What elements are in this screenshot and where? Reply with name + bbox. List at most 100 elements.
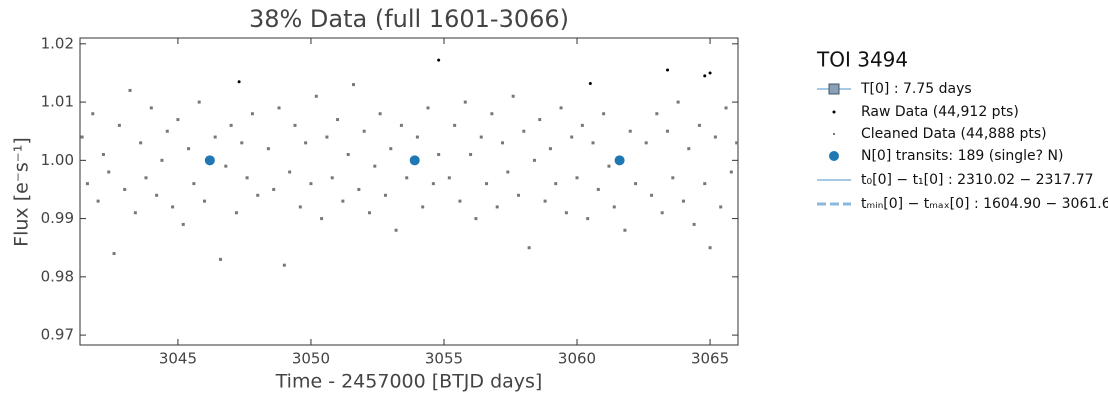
data-point xyxy=(708,246,712,250)
data-point xyxy=(85,182,89,186)
data-point xyxy=(192,182,196,186)
data-point xyxy=(522,129,526,133)
data-point xyxy=(511,94,515,98)
legend-entry: N[0] transits: 189 (single? N) xyxy=(861,148,1063,164)
data-point xyxy=(548,147,552,151)
data-point xyxy=(245,176,249,180)
y-tick-label: 1.00 xyxy=(41,151,74,169)
data-point xyxy=(80,135,84,139)
data-point xyxy=(346,153,350,157)
data-point xyxy=(724,106,728,110)
plot-frame xyxy=(79,37,739,346)
y-tick-label: 1.01 xyxy=(41,93,74,111)
data-point xyxy=(554,182,558,186)
data-point xyxy=(665,129,669,133)
data-point xyxy=(485,182,489,186)
data-point xyxy=(282,263,286,267)
data-point xyxy=(277,106,281,110)
data-point xyxy=(602,112,606,116)
data-point xyxy=(692,222,696,226)
data-point xyxy=(203,199,207,203)
data-point xyxy=(681,199,685,203)
data-point xyxy=(362,129,366,133)
data-point xyxy=(341,199,345,203)
y-tick-label: 0.99 xyxy=(41,209,74,227)
data-point xyxy=(149,106,153,110)
data-point xyxy=(580,123,584,127)
legend-symbol xyxy=(829,151,839,161)
data-point xyxy=(506,170,510,174)
legend-symbol xyxy=(828,83,840,95)
data-point xyxy=(501,141,505,145)
data-point xyxy=(107,170,111,174)
data-point xyxy=(719,205,723,209)
data-point xyxy=(495,205,499,209)
data-point xyxy=(229,123,233,127)
data-point xyxy=(697,123,701,127)
x-tick-label: 3045 xyxy=(159,350,197,368)
y-axis-label: Flux [e⁻s⁻¹] xyxy=(11,137,33,247)
data-point xyxy=(607,164,611,168)
x-tick-label: 3060 xyxy=(558,350,596,368)
data-point xyxy=(655,112,659,116)
data-point xyxy=(336,118,340,122)
data-point xyxy=(490,112,494,116)
data-point xyxy=(713,135,717,139)
data-point xyxy=(288,170,292,174)
data-point xyxy=(735,141,739,145)
data-point xyxy=(399,123,403,127)
data-point xyxy=(469,153,473,157)
y-tick-label: 0.97 xyxy=(41,326,74,344)
legend-entry: Raw Data (44,912 pts) xyxy=(861,104,1019,120)
data-point xyxy=(352,83,356,87)
data-point xyxy=(612,205,616,209)
data-point xyxy=(357,187,361,191)
data-point xyxy=(320,217,324,221)
data-point xyxy=(570,135,574,139)
legend-title: TOI 3494 xyxy=(816,48,908,72)
data-point xyxy=(415,135,419,139)
x-tick-label: 3055 xyxy=(425,350,463,368)
transit-marker xyxy=(409,155,420,166)
data-point xyxy=(660,211,664,215)
data-point xyxy=(543,199,547,203)
data-point xyxy=(463,100,467,104)
data-point xyxy=(703,74,707,78)
data-point xyxy=(437,58,441,62)
data-point xyxy=(304,141,308,145)
data-point xyxy=(564,211,568,215)
data-point xyxy=(378,112,382,116)
data-point xyxy=(117,123,121,127)
data-point xyxy=(181,222,185,226)
data-point xyxy=(532,158,536,162)
data-point xyxy=(218,257,222,261)
data-point xyxy=(687,147,691,151)
data-point xyxy=(458,199,462,203)
chart-title: 38% Data (full 1601-3066) xyxy=(249,5,569,33)
data-point xyxy=(240,141,244,145)
data-point xyxy=(628,129,632,133)
y-tick-label: 1.02 xyxy=(41,34,74,52)
data-point xyxy=(160,158,164,162)
legend-symbol xyxy=(832,110,836,114)
data-point xyxy=(729,170,733,174)
data-point xyxy=(256,193,260,197)
data-point xyxy=(133,211,137,215)
data-point xyxy=(575,176,579,180)
data-point xyxy=(474,217,478,221)
data-point xyxy=(650,193,654,197)
x-axis-label: Time - 2457000 [BTJD days] xyxy=(275,371,543,393)
data-point xyxy=(426,106,430,110)
data-point xyxy=(330,176,334,180)
data-point xyxy=(298,205,302,209)
data-point xyxy=(703,182,707,186)
x-tick-label: 3065 xyxy=(691,350,729,368)
legend-symbol xyxy=(833,133,835,135)
data-point xyxy=(586,217,590,221)
data-point xyxy=(447,176,451,180)
legend-entry: t₀[0] − t₁[0] : 2310.02 − 2317.77 xyxy=(861,172,1094,188)
data-point xyxy=(708,71,712,75)
data-point xyxy=(213,135,217,139)
y-tick-label: 0.98 xyxy=(41,267,74,285)
data-point xyxy=(591,141,595,145)
